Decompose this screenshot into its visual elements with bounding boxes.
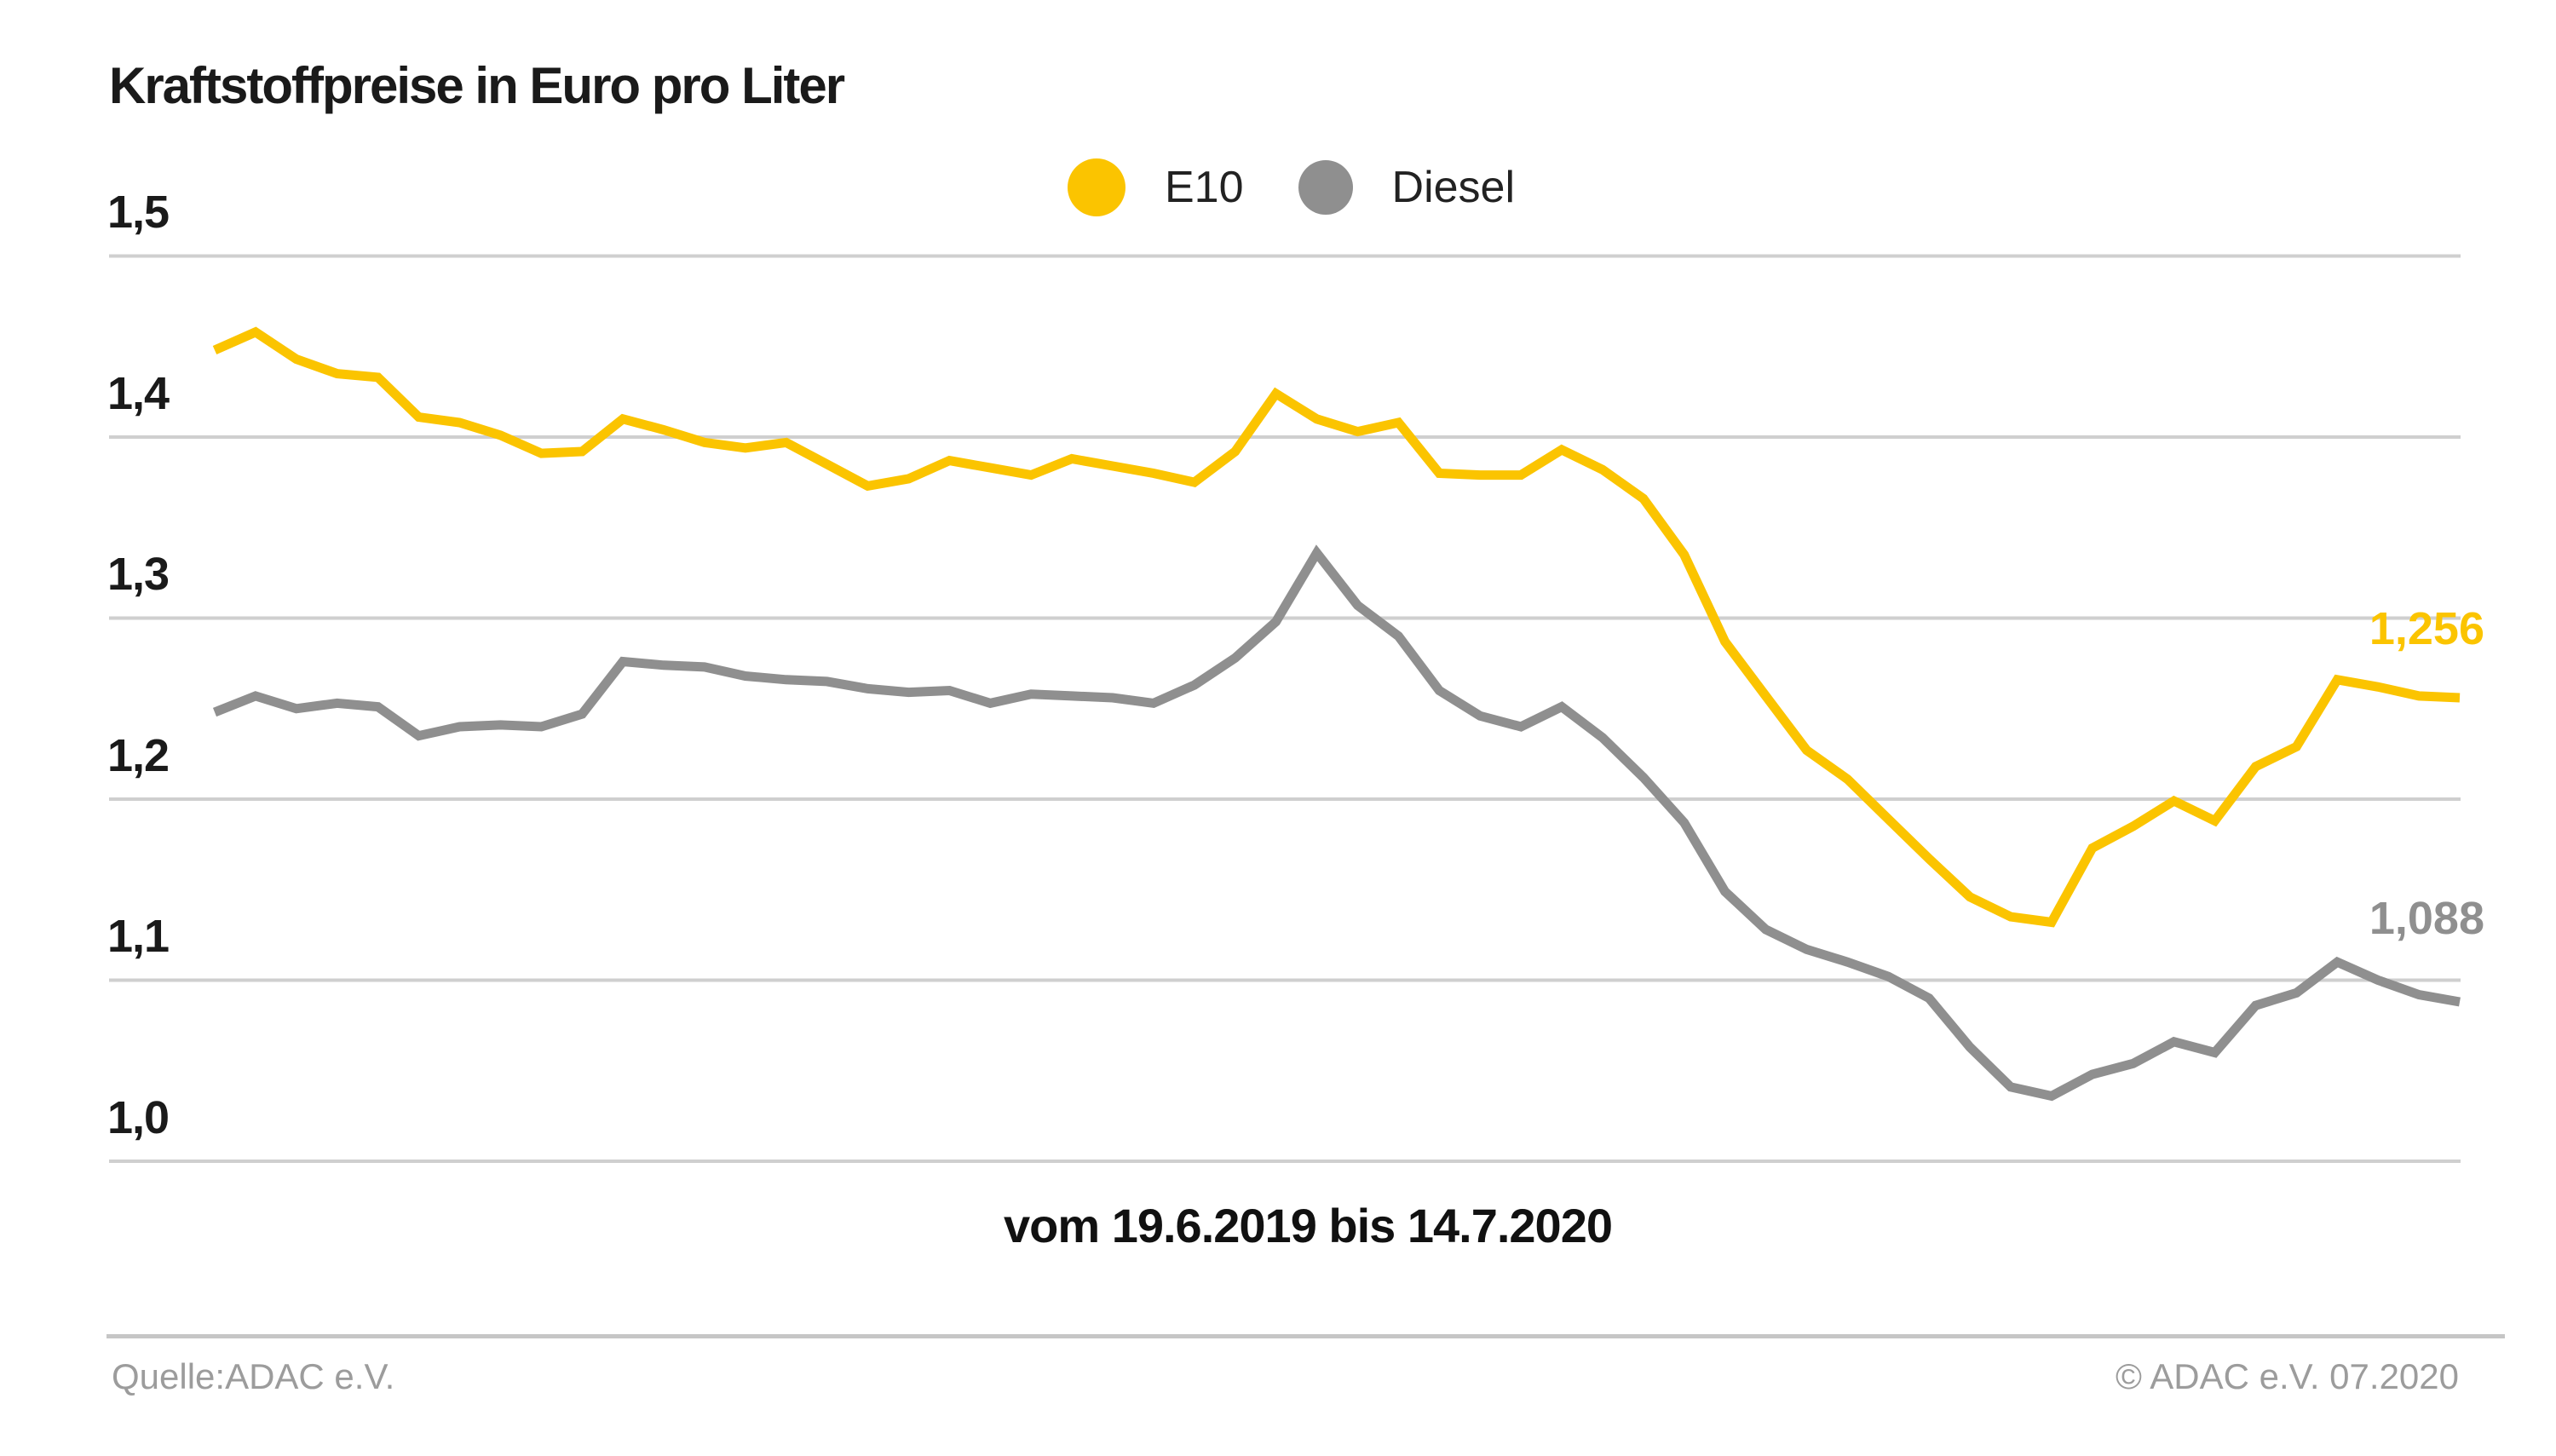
ytick-1-3: 1,3 (107, 549, 170, 600)
ytick-1-2: 1,2 (107, 730, 170, 781)
legend-dot-diesel (1298, 160, 1353, 215)
footer-divider (106, 1334, 2505, 1338)
footer-copyright: © ADAC e.V. 07.2020 (2116, 1356, 2459, 1396)
footer-source: Quelle:ADAC e.V. (112, 1356, 395, 1396)
legend: E10 Diesel (1068, 158, 1569, 216)
end-value-label-diesel: 1,088 (2369, 893, 2484, 944)
legend-label-e10: E10 (1165, 163, 1244, 212)
x-axis-period-label: vom 19.6.2019 bis 14.7.2020 (1004, 1199, 1613, 1252)
ytick-1-5: 1,5 (107, 187, 170, 238)
end-value-label-e10: 1,256 (2369, 603, 2484, 654)
legend-dot-e10 (1068, 158, 1125, 216)
ytick-1-0: 1,0 (107, 1092, 170, 1143)
ytick-1-4: 1,4 (107, 368, 170, 419)
ytick-1-1: 1,1 (107, 911, 170, 962)
page-title: Kraftstoffpreise in Euro pro Liter (109, 57, 845, 114)
series-line-diesel (212, 544, 2461, 1102)
legend-label-diesel: Diesel (1391, 163, 1516, 212)
series-line-e10 (212, 326, 2461, 928)
